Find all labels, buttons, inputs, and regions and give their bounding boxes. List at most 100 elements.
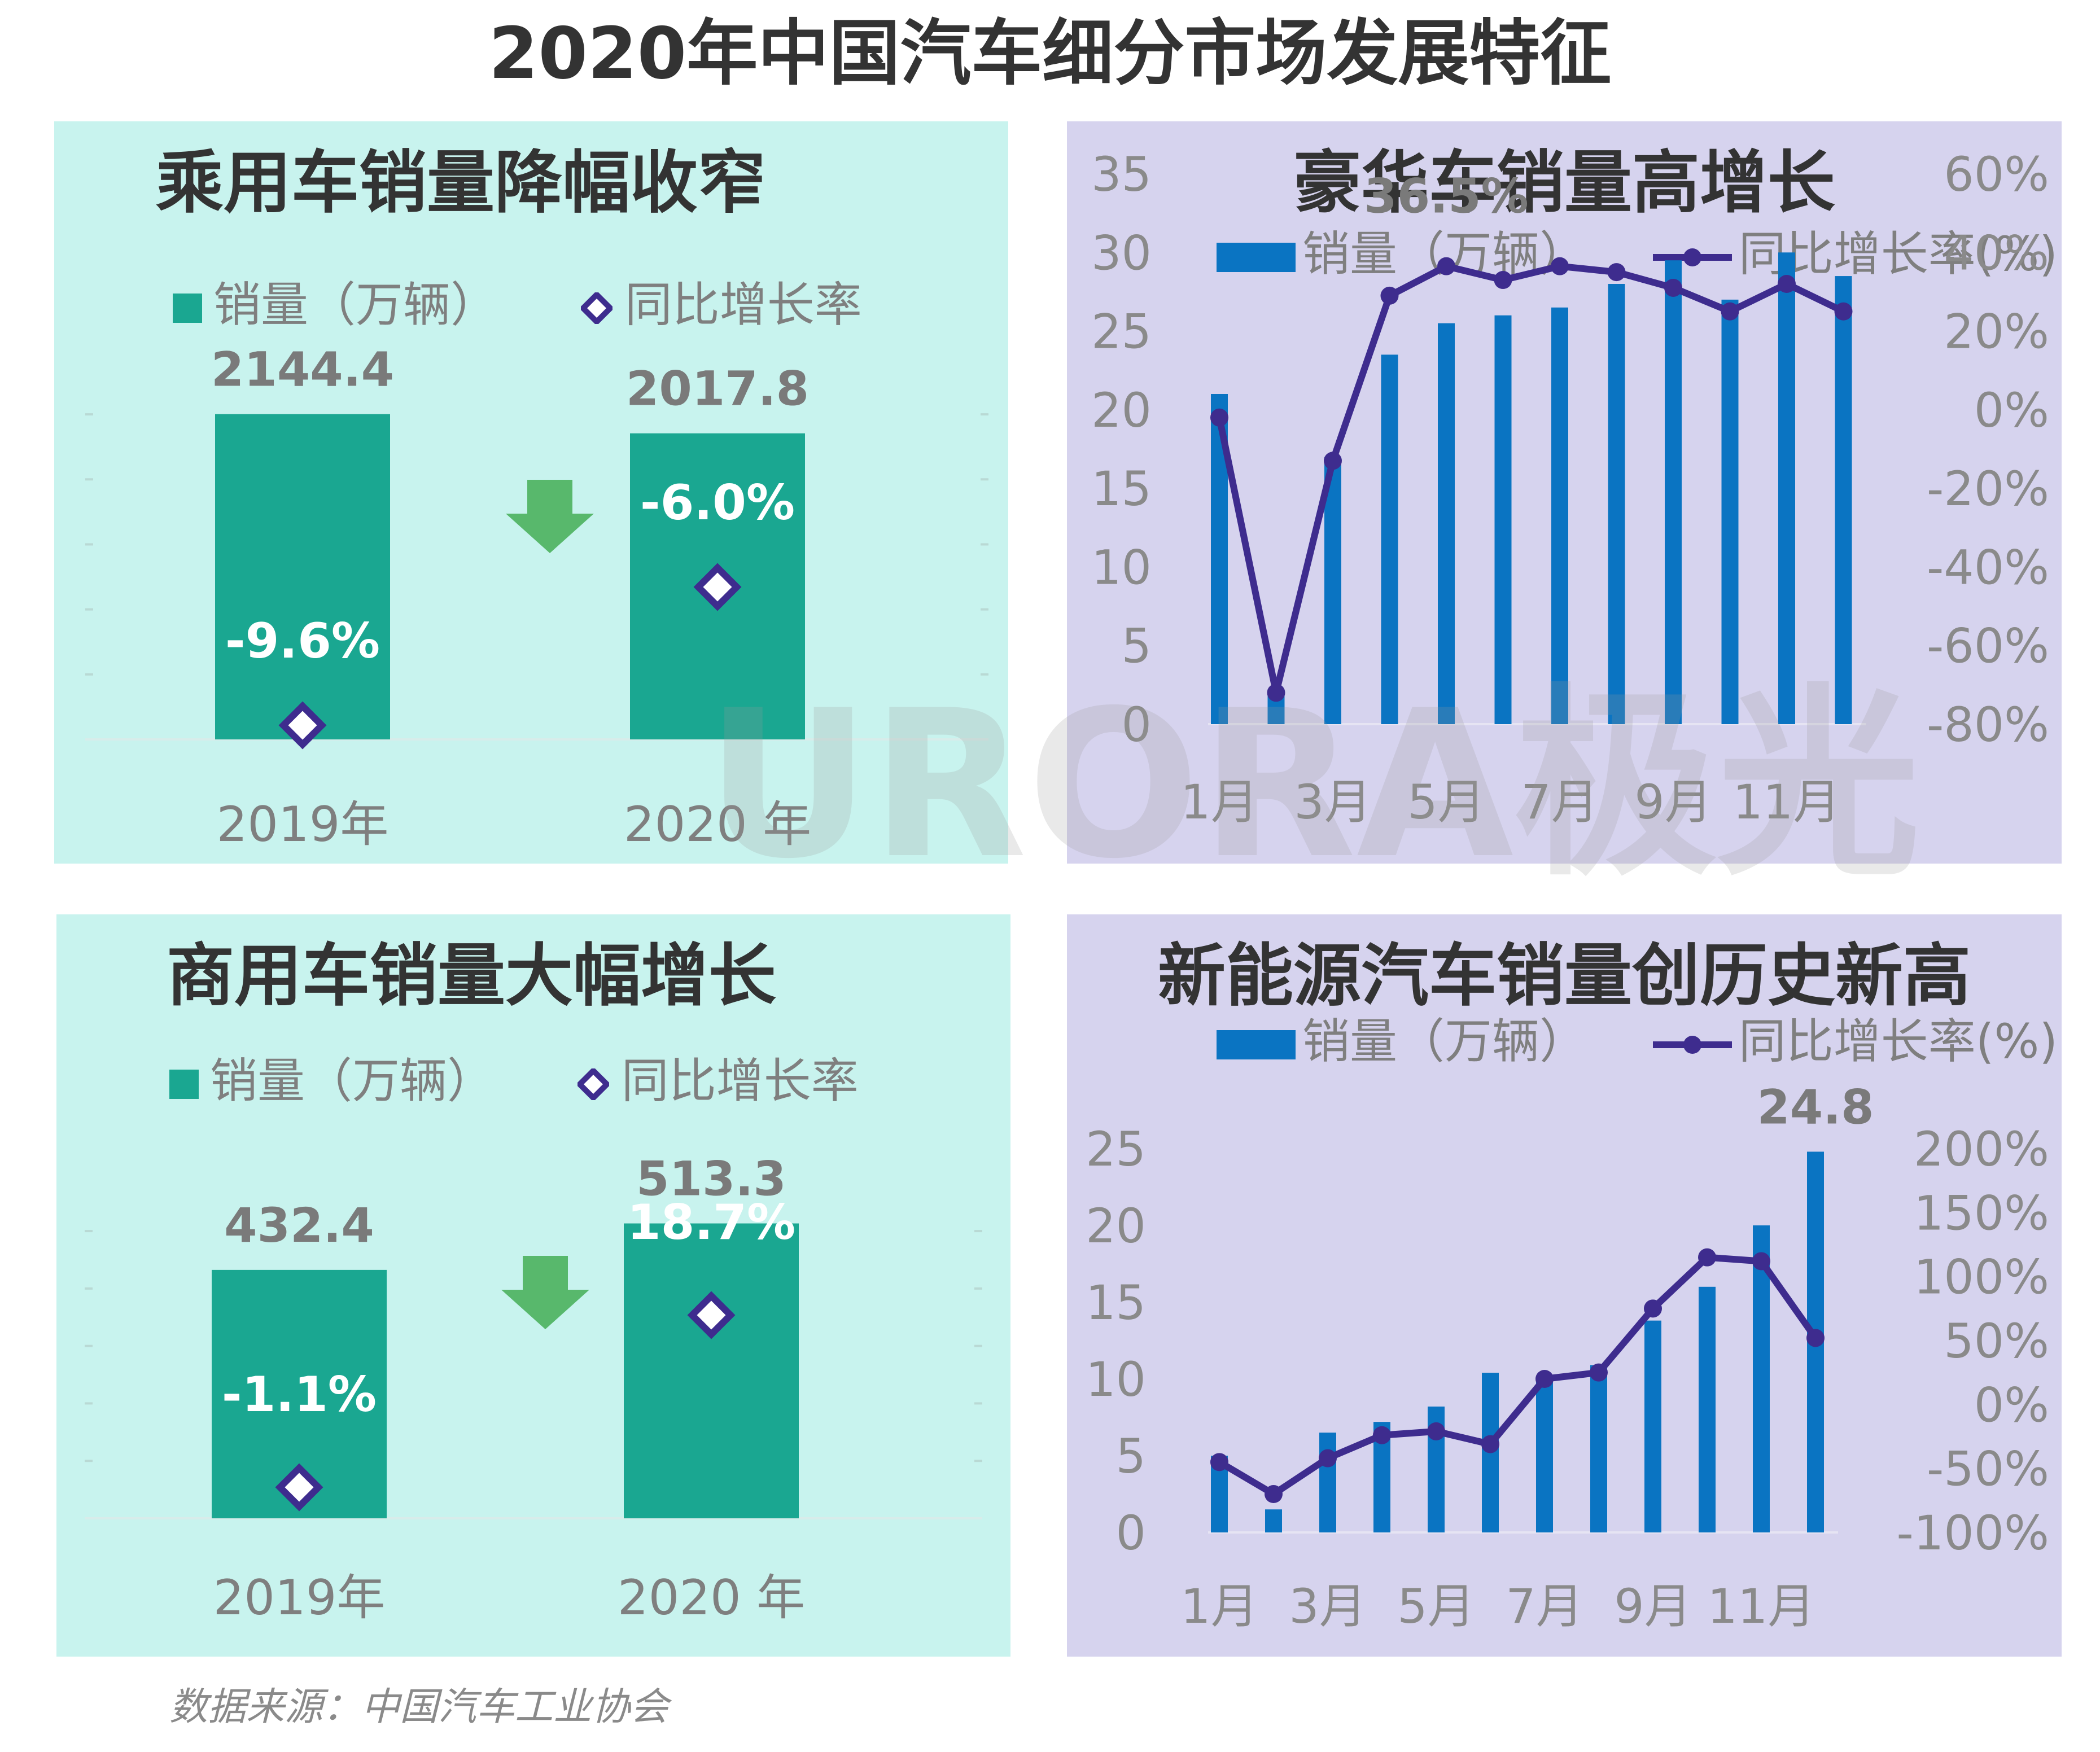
y-right-tick-label: 20% [1944, 304, 2049, 360]
y-right-tick-label: -50% [1927, 1442, 2049, 1497]
y-left-tick-label: 5 [1122, 619, 1152, 674]
panel-luxury: 豪华车销量高增长 销量（万辆） 同比增长率(%) 0 5 10 15 20 25 30 35-… [1067, 121, 2062, 864]
line-point [1721, 302, 1739, 321]
legend-bar-label: 销量（万辆） [1302, 1014, 1587, 1069]
legend-line-label: 同比增长率(%) [1738, 1014, 2058, 1069]
legend-nev: 销量（万辆） 同比增长率(%) [1217, 1010, 2058, 1072]
bar-sales [1699, 1286, 1716, 1532]
bar-sales [1551, 307, 1568, 724]
x-tick-label: 9月 [1634, 774, 1712, 830]
line-point [1535, 1370, 1554, 1388]
bar-sales [215, 414, 390, 739]
legend-passenger: 销量（万辆） 同比增长率 [173, 274, 862, 336]
bar-sales [1438, 323, 1455, 724]
bar-sales [624, 1223, 799, 1518]
panel-title-nev: 新能源汽车销量创历史新高 [1158, 937, 1971, 1015]
line-point [1551, 257, 1569, 275]
legend-bar-label: 销量（万辆） [213, 277, 498, 332]
legend-bar-swatch [1217, 1030, 1296, 1060]
line-point [1698, 1248, 1716, 1267]
panel-nev: 新能源汽车销量创历史新高 销量（万辆） 同比增长率(%) 0 5 10 15 20 25 -… [1067, 914, 2062, 1657]
data-label-rate: -6.0% [640, 475, 795, 531]
y-right-tick-label: 60% [1944, 147, 2049, 202]
line-growth-rate [1217, 1254, 1818, 1497]
data-label-sales: 432.4 [224, 1198, 374, 1253]
line-point [1752, 1252, 1770, 1271]
y-left-tick-label: 25 [1086, 1122, 1146, 1177]
y-right-tick-label: -60% [1927, 619, 2049, 674]
data-label-rate: -1.1% [222, 1366, 377, 1423]
x-tick-label: 3月 [1289, 1579, 1366, 1634]
page-title: 2020年中国汽车细分市场发展特征 [488, 12, 1612, 95]
legend-bar-swatch [169, 1070, 199, 1100]
bar-sales [1608, 284, 1625, 724]
line-point [1806, 1329, 1825, 1347]
y-right-tick-label: 100% [1914, 1250, 2049, 1305]
y-right-tick-label: -40% [1927, 540, 2049, 595]
y-right-tick-label: -100% [1897, 1505, 2049, 1561]
y-left-tick-label: 15 [1091, 461, 1152, 516]
x-tick-label: 2019年 [217, 796, 389, 853]
legend-line-icon [1652, 248, 1732, 267]
legend-commercial: 销量（万辆） 同比增长率 [169, 1050, 859, 1112]
legend-bar-swatch [1217, 243, 1296, 273]
chart-commercial: 432.4 -1.1% 2019年 513.318.7% 2020 年 [85, 1151, 982, 1626]
legend-bar-swatch [173, 294, 202, 323]
y-left-tick-label: 20 [1091, 383, 1152, 438]
x-tick-label: 5月 [1397, 1579, 1475, 1634]
line-point [1373, 1426, 1391, 1444]
x-tick-label: 9月 [1614, 1579, 1691, 1634]
y-right-tick-label: 150% [1914, 1185, 2049, 1241]
x-tick-label: 5月 [1407, 774, 1485, 830]
panel-title-commercial: 商用车销量大幅增长 [167, 937, 776, 1015]
chart-passenger: 2144.4 -9.6% 2019年 2017.8 -6.0% 2020 年 [85, 342, 988, 853]
line-point [1664, 278, 1682, 297]
marker-rate [278, 701, 327, 750]
bar-sales [1721, 299, 1739, 724]
marker-rate [687, 1291, 736, 1339]
legend-bar-label: 销量（万辆） [210, 1053, 495, 1109]
line-point [1494, 271, 1512, 290]
y-right-tick-label: 50% [1944, 1313, 2049, 1369]
y-left-tick-label: 5 [1116, 1429, 1146, 1484]
legend-diamond-icon [580, 292, 613, 325]
data-label-sales: 2144.4 [211, 342, 394, 397]
y-left-tick-label: 35 [1091, 147, 1152, 202]
chart-luxury: 0 5 10 15 20 25 30 35 -80% -60% -40% -20% 0% 20% 40% 60… [1091, 147, 2049, 830]
x-tick-label: 7月 [1521, 774, 1598, 830]
line-point [1607, 263, 1626, 282]
bar-sales [1319, 1433, 1336, 1532]
y-left-tick-label: 20 [1086, 1198, 1146, 1254]
y-right-tick-label: 0% [1974, 1377, 2049, 1433]
down-arrow-icon [501, 1256, 589, 1329]
data-label-sales: 513.3 [636, 1151, 786, 1207]
line-point [1324, 452, 1342, 470]
bar-sales [1494, 315, 1512, 724]
x-tick-label: 1月 [1180, 1579, 1258, 1634]
panel-passenger: 乘用车销量降幅收窄 销量（万辆） 同比增长率 2144.4 -9.6% 2019年 2… [54, 121, 1008, 864]
chart-nev: 0 5 10 15 20 25 -100% -50% 0% 50% 100% 150% 200% 1月 3月… [1086, 1079, 2049, 1634]
line-point [1427, 1422, 1445, 1440]
legend-line-icon [1652, 1036, 1732, 1054]
line-point [1380, 286, 1399, 305]
bar-sales [1665, 260, 1682, 724]
bar-sales [1381, 354, 1398, 724]
y-left-tick-label: 0 [1122, 697, 1152, 752]
line-point [1437, 257, 1455, 275]
legend-rate-label: 同比增长率 [624, 277, 862, 332]
y-left-tick-label: 10 [1091, 540, 1152, 595]
y-right-tick-label: 200% [1914, 1122, 2049, 1177]
legend-diamond-icon [577, 1068, 609, 1101]
line-point [1267, 684, 1285, 702]
bar-sales [1324, 457, 1341, 724]
marker-rate [275, 1463, 323, 1512]
x-tick-label: 7月 [1506, 1579, 1583, 1634]
y-left-tick-label: 15 [1086, 1275, 1146, 1330]
panel-commercial: 商用车销量大幅增长 销量（万辆） 同比增长率 432.4 -1.1% 2019年 51… [56, 914, 1010, 1657]
down-arrow-icon [506, 480, 594, 553]
x-tick-label: 11月 [1708, 1579, 1815, 1634]
x-tick-label: 2019年 [213, 1570, 386, 1626]
x-tick-label: 11月 [1733, 774, 1841, 830]
line-point [1481, 1435, 1499, 1453]
data-label-rate: -9.6% [225, 613, 380, 669]
